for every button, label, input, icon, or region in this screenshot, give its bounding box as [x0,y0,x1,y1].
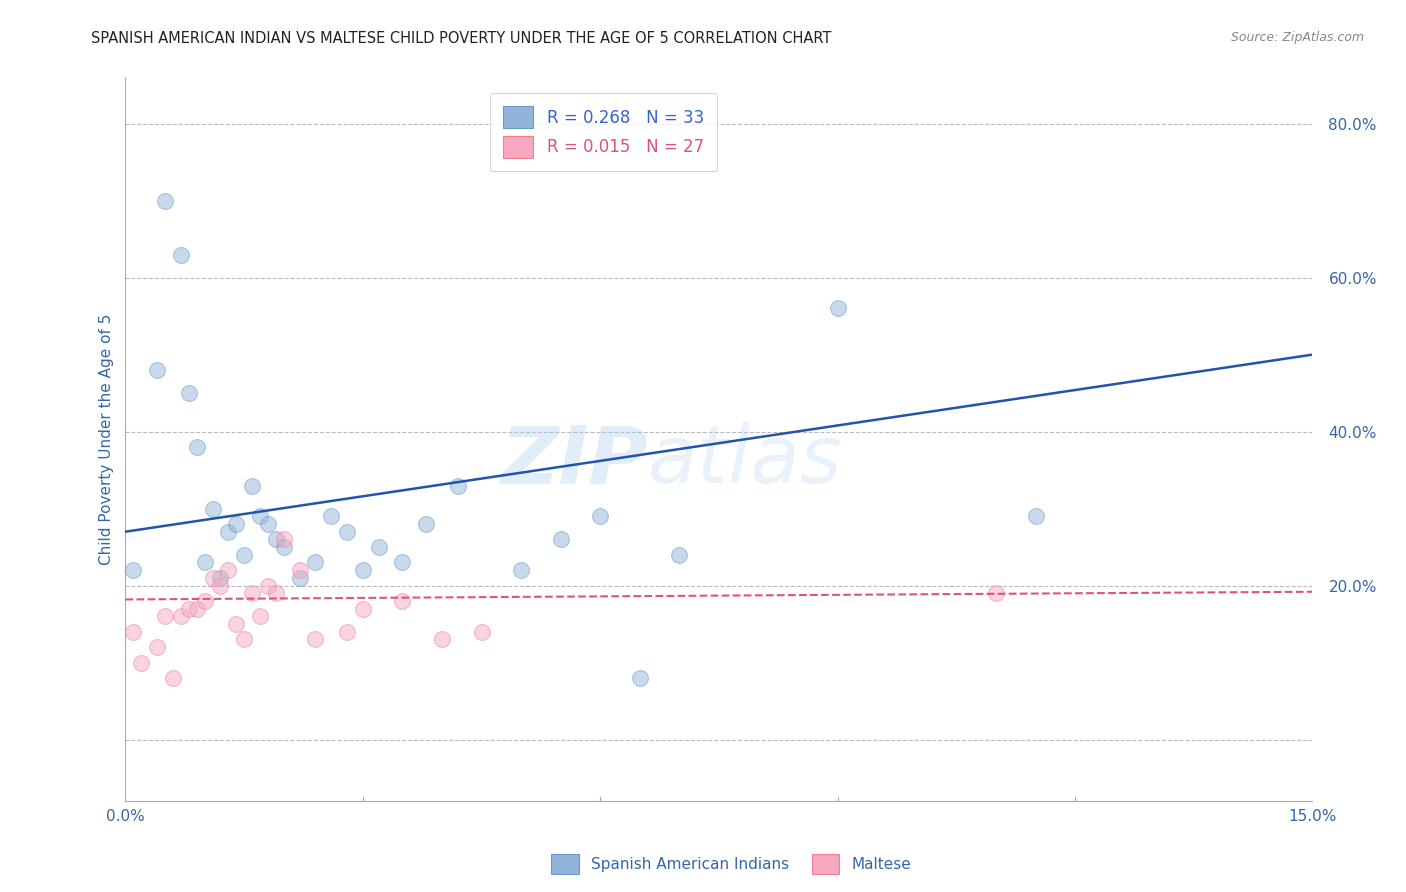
Point [367,540,389,554]
Point [240,586,263,600]
Text: 15.0%: 15.0% [1288,809,1337,824]
Point [249,609,271,624]
Point [201,501,224,516]
Point [288,563,311,577]
Text: atlas: atlas [648,422,842,500]
Text: Source: ZipAtlas.com: Source: ZipAtlas.com [1230,31,1364,45]
Point [162,671,184,685]
Point [391,594,413,608]
Point [827,301,849,316]
Point [391,556,413,570]
Point [233,548,256,562]
Point [264,586,287,600]
Text: SPANISH AMERICAN INDIAN VS MALTESE CHILD POVERTY UNDER THE AGE OF 5 CORRELATION : SPANISH AMERICAN INDIAN VS MALTESE CHILD… [91,31,832,46]
Point [257,578,280,592]
Point [668,548,690,562]
Point [589,509,612,524]
Point [122,624,145,639]
Point [288,571,311,585]
Point [304,556,326,570]
Point [186,601,208,615]
Point [217,563,239,577]
Point [170,247,193,261]
Point [153,609,176,624]
Point [153,194,176,208]
Point [336,624,359,639]
Point [273,540,295,554]
Text: ZIP: ZIP [501,422,648,500]
Point [209,578,232,592]
Point [225,516,247,531]
Text: 0.0%: 0.0% [105,809,145,824]
Point [240,478,263,492]
Point [186,440,208,454]
Point [447,478,470,492]
Point [273,533,295,547]
Point [217,524,239,539]
Point [321,509,343,524]
Point [304,632,326,647]
Point [984,586,1007,600]
Point [170,609,193,624]
Point [233,632,256,647]
Point [209,571,232,585]
Point [122,563,145,577]
Point [471,624,494,639]
Point [194,556,217,570]
Point [177,601,200,615]
Point [510,563,533,577]
Point [628,671,651,685]
Point [249,509,271,524]
Point [225,617,247,632]
Point [146,640,169,655]
Legend: Spanish American Indians, Maltese: Spanish American Indians, Maltese [546,848,917,880]
Legend: R = 0.268   N = 33, R = 0.015   N = 27: R = 0.268 N = 33, R = 0.015 N = 27 [489,93,717,171]
Point [264,533,287,547]
Point [194,594,217,608]
Point [201,571,224,585]
Point [550,533,572,547]
Point [129,656,152,670]
Point [430,632,453,647]
Point [336,524,359,539]
Point [257,516,280,531]
Point [177,386,200,401]
Point [146,363,169,377]
Point [415,516,437,531]
Point [1024,509,1046,524]
Point [352,563,374,577]
Point [352,601,374,615]
Y-axis label: Child Poverty Under the Age of 5: Child Poverty Under the Age of 5 [100,314,114,565]
